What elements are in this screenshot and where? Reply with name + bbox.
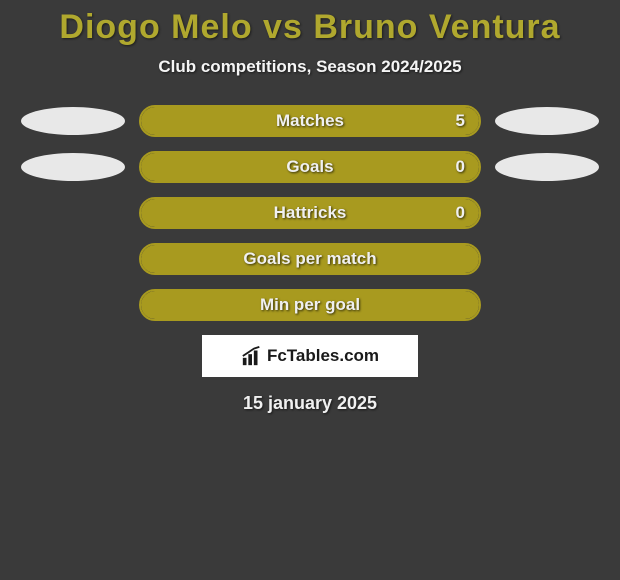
stat-row: Hattricks 0 bbox=[0, 197, 620, 229]
left-spacer bbox=[21, 291, 125, 319]
chart-icon bbox=[241, 345, 263, 367]
bar-value: 0 bbox=[456, 157, 465, 177]
stat-row: Goals 0 bbox=[0, 151, 620, 183]
brand-box: FcTables.com bbox=[202, 335, 418, 377]
left-spacer bbox=[21, 199, 125, 227]
page-subtitle: Club competitions, Season 2024/2025 bbox=[0, 57, 620, 77]
brand-text: FcTables.com bbox=[267, 346, 379, 366]
bar-label: Matches bbox=[276, 111, 344, 131]
bar-value: 5 bbox=[456, 111, 465, 131]
stat-bar: Goals 0 bbox=[139, 151, 481, 183]
stat-bar: Matches 5 bbox=[139, 105, 481, 137]
stat-row: Matches 5 bbox=[0, 105, 620, 137]
stat-bar: Goals per match bbox=[139, 243, 481, 275]
stat-row: Goals per match bbox=[0, 243, 620, 275]
right-ellipse bbox=[495, 153, 599, 181]
bar-label: Hattricks bbox=[274, 203, 347, 223]
stat-row: Min per goal bbox=[0, 289, 620, 321]
left-spacer bbox=[21, 245, 125, 273]
bar-label: Goals bbox=[286, 157, 333, 177]
stats-rows: Matches 5 Goals 0 Hattricks 0 Goals per match M… bbox=[0, 105, 620, 321]
right-spacer bbox=[495, 245, 599, 273]
right-ellipse bbox=[495, 107, 599, 135]
left-ellipse bbox=[21, 107, 125, 135]
right-spacer bbox=[495, 291, 599, 319]
bar-label: Min per goal bbox=[260, 295, 360, 315]
right-spacer bbox=[495, 199, 599, 227]
date-label: 15 january 2025 bbox=[0, 393, 620, 414]
page-title: Diogo Melo vs Bruno Ventura bbox=[0, 8, 620, 47]
left-ellipse bbox=[21, 153, 125, 181]
stat-bar: Hattricks 0 bbox=[139, 197, 481, 229]
bar-value: 0 bbox=[456, 203, 465, 223]
bar-label: Goals per match bbox=[243, 249, 376, 269]
stat-bar: Min per goal bbox=[139, 289, 481, 321]
